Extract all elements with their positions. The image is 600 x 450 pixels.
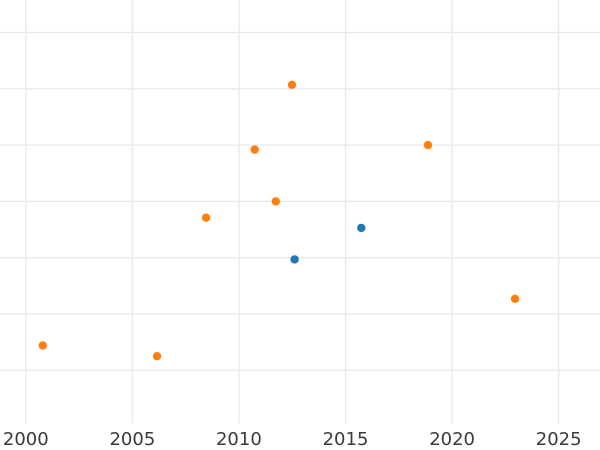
scatter-point-orange [510,294,520,303]
scatter-point-orange [271,197,280,206]
scatter-point-orange [423,140,433,150]
scatter-point-orange [152,352,162,361]
scatter-point-orange [250,145,259,154]
x-tick-labels: 2000 2005 2010 2015 2020 2025 [3,429,582,450]
scatter-point-blue [357,223,366,233]
scatter-point-orange [38,341,47,350]
scatter-point-orange [201,213,211,222]
x-tick-label: 2010 [216,429,262,450]
horizontal-gridlines [0,31,600,371]
x-tick-label: 2015 [323,429,369,450]
x-tick-label: 2005 [109,429,155,450]
orange-series [38,80,520,361]
x-tick-label: 2020 [429,429,475,450]
vertical-gridlines [25,0,560,424]
scatter-point-orange [287,80,297,90]
blue-series [290,223,366,264]
scatter-point-blue [290,255,299,264]
x-tick-label: 2025 [536,429,582,450]
x-tick-label: 2000 [3,429,49,450]
